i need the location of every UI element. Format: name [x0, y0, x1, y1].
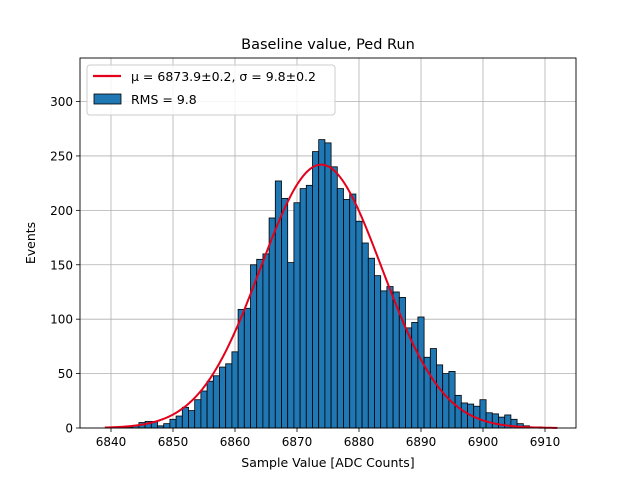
histogram-bar [336, 188, 344, 429]
histogram-bar [212, 375, 220, 429]
histogram-bar [243, 307, 251, 429]
histogram-bar [262, 253, 270, 429]
gaussian-fit-line [104, 163, 558, 429]
histogram-bar [374, 275, 382, 429]
histogram-bars [113, 139, 543, 429]
histogram-bar [305, 184, 313, 429]
histogram-bar [268, 217, 276, 429]
x-tick-label: 6900 [468, 435, 499, 449]
histogram-bar [163, 423, 171, 429]
y-tick-label: 50 [58, 367, 73, 381]
x-axis-ticks: 6840 6850 6860 6870 6880 6890 6900 6910 [96, 428, 561, 449]
histogram-bar [343, 199, 351, 429]
legend-fit-label: μ = 6873.9±0.2, σ = 9.8±0.2 [131, 69, 316, 84]
histogram-bar [429, 348, 437, 429]
y-tick-label: 150 [50, 258, 73, 272]
histogram-bar [380, 290, 388, 429]
histogram-bar [460, 402, 468, 429]
x-tick-label: 6910 [530, 435, 561, 449]
histogram-bar [386, 286, 394, 429]
histogram-bar [417, 316, 425, 429]
legend-histogram-label: RMS = 9.8 [131, 92, 197, 107]
histogram-bar [206, 380, 214, 429]
histogram-bar [225, 363, 233, 429]
histogram-bar [231, 351, 239, 429]
y-axis-ticks: 0 50 100 150 200 250 300 [50, 95, 80, 436]
histogram-bar [349, 193, 357, 429]
x-tick-label: 6860 [220, 435, 251, 449]
x-axis-label: Sample Value [ADC Counts] [241, 455, 414, 470]
x-tick-label: 6850 [158, 435, 189, 449]
histogram-bar [405, 327, 413, 429]
histogram-bar [293, 202, 301, 429]
histogram-bar [324, 142, 332, 429]
x-tick-label: 6840 [96, 435, 127, 449]
histogram-bar [181, 406, 189, 429]
histogram-bar [436, 364, 444, 429]
histogram-bar [219, 366, 227, 429]
histogram-bar [287, 262, 295, 429]
histogram-bar [498, 416, 506, 429]
histogram-bar [491, 413, 499, 429]
y-tick-label: 300 [50, 95, 73, 109]
histogram-bar [411, 322, 419, 429]
chart-title: Baseline value, Ped Run [241, 37, 415, 53]
y-tick-label: 250 [50, 149, 73, 163]
histogram-bar [237, 308, 245, 429]
x-tick-label: 6870 [282, 435, 313, 449]
histogram-bar [330, 166, 338, 429]
histogram-bar [367, 257, 375, 429]
histogram-bar [175, 415, 183, 429]
y-tick-label: 200 [50, 204, 73, 218]
y-tick-label: 0 [65, 422, 73, 436]
histogram-bar [479, 399, 487, 429]
x-tick-label: 6890 [406, 435, 437, 449]
y-tick-label: 100 [50, 313, 73, 327]
histogram-bar [454, 394, 462, 429]
histogram-bar [299, 188, 307, 429]
histogram-bar [200, 390, 208, 429]
histogram-bar [355, 220, 363, 429]
histogram-bar [169, 418, 177, 429]
histogram-bar [485, 412, 493, 429]
histogram-bar [281, 197, 289, 429]
histogram-bar [442, 373, 450, 429]
x-tick-label: 6880 [344, 435, 375, 449]
y-axis-label: Events [23, 222, 38, 264]
histogram-bar [318, 139, 326, 429]
plot-frame [79, 57, 577, 429]
histogram-bar [194, 399, 202, 429]
legend-box [86, 64, 336, 116]
histogram-bar [312, 151, 320, 429]
legend-histogram-swatch [93, 93, 122, 105]
histogram-bar [361, 242, 369, 429]
histogram-bar [256, 258, 264, 429]
histogram-bar [188, 410, 196, 429]
legend: μ = 6873.9±0.2, σ = 9.8±0.2 RMS = 9.8 [86, 64, 336, 116]
